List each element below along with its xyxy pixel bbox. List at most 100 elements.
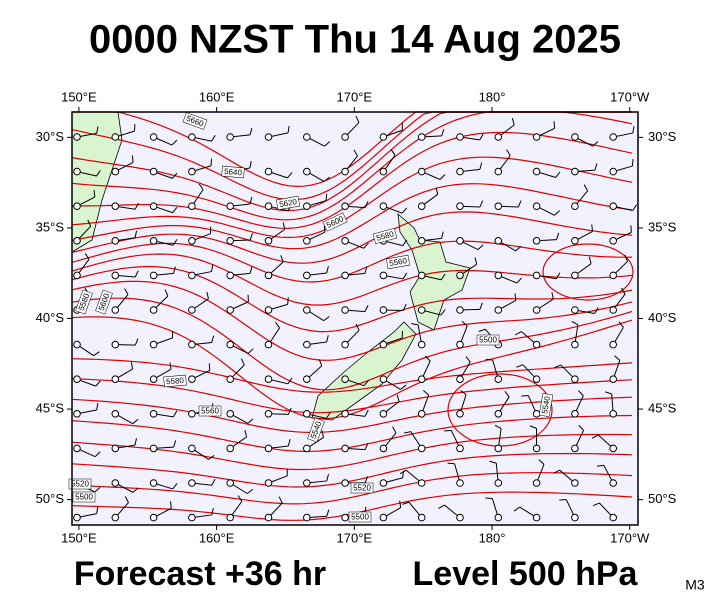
- lon-tick-label: 160°E: [199, 89, 235, 104]
- station: [112, 272, 119, 279]
- lon-tick-label: 160°E: [199, 530, 235, 545]
- contour-label-text: 5500: [75, 493, 93, 502]
- station: [227, 376, 234, 383]
- station: [304, 134, 311, 141]
- station: [304, 376, 311, 383]
- lon-tick-label: 170°W: [610, 89, 650, 104]
- station: [572, 514, 579, 521]
- lon-tick-label: 150°E: [61, 530, 97, 545]
- station: [342, 411, 349, 418]
- station: [304, 203, 311, 210]
- station: [380, 445, 387, 452]
- station: [457, 376, 464, 383]
- station: [533, 514, 540, 521]
- lat-tick-label: 45°S: [648, 401, 677, 416]
- station: [189, 272, 196, 279]
- lat-tick-label: 40°S: [648, 310, 677, 325]
- lon-tick-label: 180°: [479, 89, 506, 104]
- station: [533, 307, 540, 314]
- station: [418, 272, 425, 279]
- station: [227, 480, 234, 487]
- station: [304, 411, 311, 418]
- station: [457, 272, 464, 279]
- level-label: Level 500 hPa: [413, 555, 639, 593]
- station: [533, 203, 540, 210]
- station: [342, 168, 349, 175]
- contour-label-text: 5560: [201, 407, 219, 416]
- station: [457, 238, 464, 245]
- station: [150, 272, 157, 279]
- station: [380, 341, 387, 348]
- station: [572, 480, 579, 487]
- station: [227, 134, 234, 141]
- station: [112, 168, 119, 175]
- forecast-label: Forecast +36 hr: [74, 555, 326, 593]
- station: [610, 203, 617, 210]
- station: [265, 341, 272, 348]
- station: [150, 411, 157, 418]
- station: [380, 168, 387, 175]
- station: [112, 480, 119, 487]
- station: [150, 307, 157, 314]
- lat-tick-label: 30°S: [648, 129, 677, 144]
- station: [380, 203, 387, 210]
- station: [112, 307, 119, 314]
- station: [304, 238, 311, 245]
- station: [457, 168, 464, 175]
- station: [189, 480, 196, 487]
- model-label: M3: [685, 577, 705, 593]
- station: [150, 376, 157, 383]
- station: [457, 203, 464, 210]
- station: [227, 411, 234, 418]
- station: [265, 480, 272, 487]
- station: [380, 480, 387, 487]
- station: [227, 307, 234, 314]
- station: [189, 168, 196, 175]
- station: [572, 168, 579, 175]
- station: [342, 238, 349, 245]
- station: [533, 341, 540, 348]
- contour-label: 5640: [222, 166, 245, 178]
- station: [533, 480, 540, 487]
- contour-label: 5500: [349, 512, 371, 522]
- station: [495, 445, 502, 452]
- station: [189, 514, 196, 521]
- station: [495, 134, 502, 141]
- station: [572, 203, 579, 210]
- station: [495, 272, 502, 279]
- station: [418, 480, 425, 487]
- station: [380, 376, 387, 383]
- station: [342, 480, 349, 487]
- station: [74, 341, 81, 348]
- station: [572, 307, 579, 314]
- barb-flag: [554, 121, 555, 128]
- station: [572, 341, 579, 348]
- station: [150, 514, 157, 521]
- station: [265, 445, 272, 452]
- contour-label: 5520: [351, 483, 373, 493]
- station: [380, 272, 387, 279]
- station: [265, 307, 272, 314]
- station: [342, 514, 349, 521]
- station: [150, 203, 157, 210]
- station: [495, 376, 502, 383]
- station: [418, 168, 425, 175]
- station: [533, 445, 540, 452]
- station: [112, 238, 119, 245]
- station: [418, 341, 425, 348]
- lat-tick-label: 35°S: [648, 219, 677, 234]
- station: [610, 376, 617, 383]
- station: [610, 411, 617, 418]
- barb-flag: [209, 363, 210, 370]
- station: [189, 376, 196, 383]
- station: [265, 514, 272, 521]
- barb-flag: [632, 159, 633, 166]
- lat-tick-label: 50°S: [36, 491, 65, 506]
- contour-label-text: 5500: [351, 513, 369, 522]
- barb-flag: [486, 359, 493, 360]
- station: [495, 238, 502, 245]
- station: [610, 168, 617, 175]
- station: [227, 341, 234, 348]
- station: [418, 411, 425, 418]
